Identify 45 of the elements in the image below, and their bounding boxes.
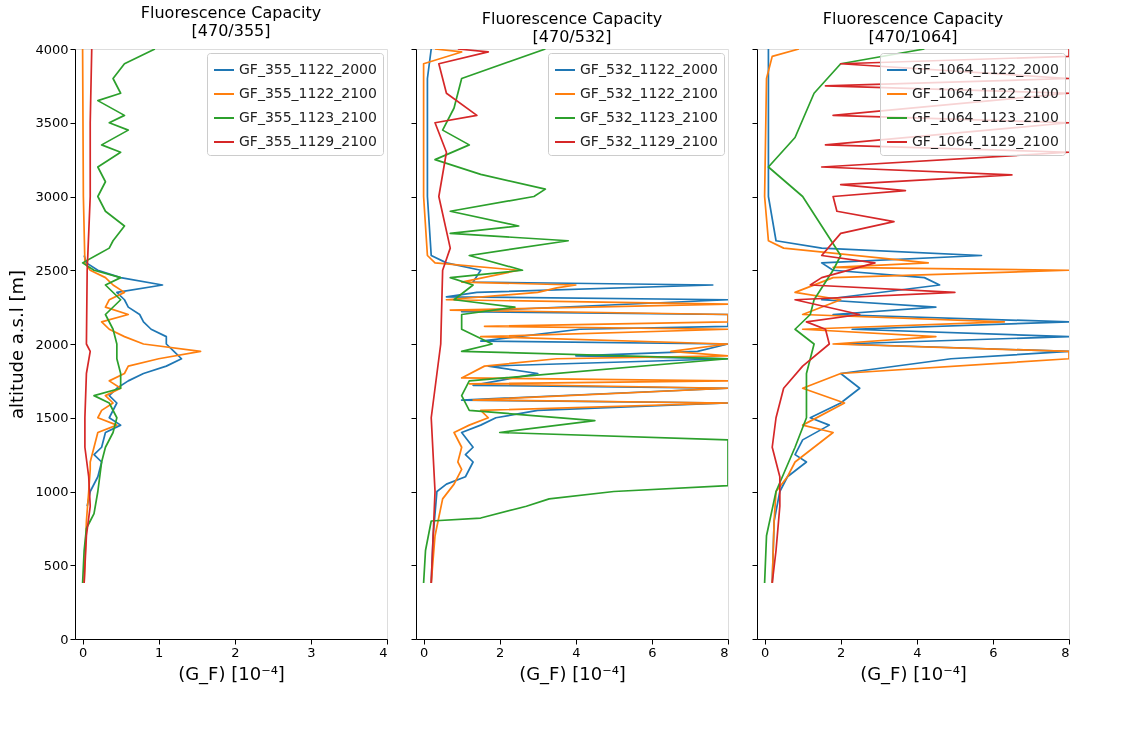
y-tick-label: 3000 bbox=[35, 189, 69, 204]
y-tick-label: 500 bbox=[43, 557, 69, 573]
x-tick-label: 0 bbox=[760, 644, 770, 660]
chart-title: Fluorescence Capacity [470/1064] bbox=[822, 8, 1004, 46]
legend-label: GF_1064_1122_2000 bbox=[912, 61, 1059, 77]
x-tick-label: 8 bbox=[1061, 644, 1070, 660]
legend-label: GF_355_1129_2100 bbox=[239, 133, 377, 149]
y-tick-label: 2500 bbox=[35, 262, 69, 278]
line-series bbox=[83, 49, 93, 584]
x-tick-label: 6 bbox=[648, 644, 657, 660]
x-tick-label: 0 bbox=[78, 644, 88, 660]
legend-label: GF_532_1122_2100 bbox=[580, 85, 718, 101]
x-tick-label: 2 bbox=[496, 644, 505, 660]
x-axis-title: (G_F) [10⁻⁴] bbox=[178, 662, 285, 685]
x-tick-label: 0 bbox=[419, 644, 429, 660]
x-tick-label: 4 bbox=[913, 644, 922, 660]
legend-label: GF_355_1122_2100 bbox=[239, 85, 377, 101]
x-axis-title: (G_F) [10⁻⁴] bbox=[519, 662, 626, 685]
y-tick-label: 4000 bbox=[35, 41, 69, 57]
y-tick-label: 1000 bbox=[35, 484, 69, 499]
x-tick-label: 3 bbox=[307, 644, 316, 660]
x-tick-label: 2 bbox=[231, 644, 240, 660]
legend-label: GF_1064_1122_2100 bbox=[912, 85, 1059, 101]
chart-title: Fluorescence Capacity [470/532] bbox=[481, 8, 663, 46]
x-tick-label: 4 bbox=[379, 644, 388, 660]
y-tick-label: 2000 bbox=[35, 336, 69, 352]
chart-title: Fluorescence Capacity [470/355] bbox=[140, 3, 322, 40]
legend-label: GF_1064_1129_2100 bbox=[912, 133, 1059, 149]
x-tick-label: 6 bbox=[989, 644, 998, 660]
legend-label: GF_532_1123_2100 bbox=[580, 109, 718, 125]
x-tick-label: 8 bbox=[720, 644, 729, 660]
y-tick-label: 3500 bbox=[35, 115, 69, 131]
legend-label: GF_532_1122_2000 bbox=[580, 61, 718, 77]
x-axis-title: (G_F) [10⁻⁴] bbox=[860, 662, 967, 685]
y-tick-label: 1500 bbox=[35, 410, 69, 426]
line-series bbox=[81, 49, 156, 584]
x-tick-label: 1 bbox=[155, 644, 164, 660]
legend-label: GF_355_1123_2100 bbox=[239, 109, 377, 125]
x-tick-label: 4 bbox=[572, 644, 581, 660]
legend-label: GF_1064_1123_2100 bbox=[912, 109, 1059, 125]
y-tick-label: 0 bbox=[60, 631, 69, 647]
x-tick-label: 2 bbox=[837, 644, 846, 660]
legend-label: GF_355_1122_2000 bbox=[239, 61, 377, 77]
legend-label: GF_532_1129_2100 bbox=[580, 133, 718, 149]
y-axis-title: altitude a.s.l [m] bbox=[6, 270, 28, 419]
